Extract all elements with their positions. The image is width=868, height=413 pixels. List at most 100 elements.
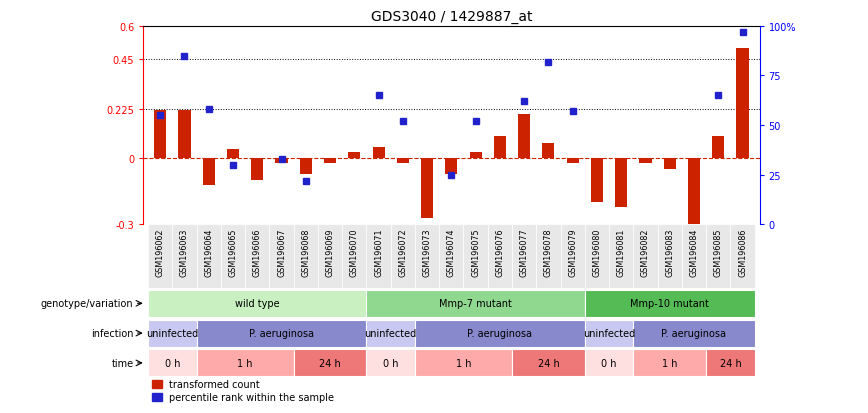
Title: GDS3040 / 1429887_at: GDS3040 / 1429887_at	[371, 10, 532, 24]
Text: GSM196068: GSM196068	[301, 228, 310, 276]
Bar	[372, 148, 385, 159]
Bar	[275, 159, 287, 163]
Bar	[348, 152, 360, 159]
Bar	[179, 110, 191, 159]
FancyBboxPatch shape	[366, 320, 415, 347]
FancyBboxPatch shape	[366, 225, 391, 289]
FancyBboxPatch shape	[561, 225, 585, 289]
Bar	[712, 137, 724, 159]
FancyBboxPatch shape	[682, 225, 707, 289]
FancyBboxPatch shape	[634, 350, 707, 376]
Bar	[736, 49, 748, 159]
Text: GSM196079: GSM196079	[569, 228, 577, 276]
Bar	[688, 159, 700, 225]
Text: GSM196072: GSM196072	[398, 228, 407, 276]
FancyBboxPatch shape	[318, 225, 342, 289]
Text: time: time	[111, 358, 134, 368]
Text: uninfected: uninfected	[365, 328, 417, 338]
Text: GSM196081: GSM196081	[616, 228, 626, 276]
Bar	[324, 159, 336, 163]
Text: GSM196082: GSM196082	[641, 228, 650, 276]
Text: GSM196069: GSM196069	[326, 228, 334, 276]
Text: 1 h: 1 h	[662, 358, 678, 368]
FancyBboxPatch shape	[585, 320, 634, 347]
Text: 24 h: 24 h	[537, 358, 559, 368]
Bar	[615, 159, 628, 207]
FancyBboxPatch shape	[512, 225, 536, 289]
Text: GSM196067: GSM196067	[277, 228, 286, 276]
Text: Mmp-10 mutant: Mmp-10 mutant	[630, 299, 709, 309]
FancyBboxPatch shape	[585, 225, 609, 289]
Bar	[518, 115, 530, 159]
FancyBboxPatch shape	[439, 225, 464, 289]
Text: genotype/variation: genotype/variation	[41, 299, 134, 309]
Bar	[251, 159, 263, 181]
Text: GSM196064: GSM196064	[204, 228, 214, 276]
FancyBboxPatch shape	[707, 350, 754, 376]
FancyBboxPatch shape	[415, 225, 439, 289]
Text: uninfected: uninfected	[583, 328, 635, 338]
FancyBboxPatch shape	[148, 225, 173, 289]
FancyBboxPatch shape	[658, 225, 682, 289]
FancyBboxPatch shape	[173, 225, 196, 289]
Text: 1 h: 1 h	[456, 358, 471, 368]
Text: GSM196080: GSM196080	[593, 228, 602, 276]
Text: 0 h: 0 h	[383, 358, 398, 368]
FancyBboxPatch shape	[366, 290, 585, 317]
FancyBboxPatch shape	[196, 320, 366, 347]
Bar	[470, 152, 482, 159]
FancyBboxPatch shape	[391, 225, 415, 289]
Text: 24 h: 24 h	[720, 358, 741, 368]
Bar	[397, 159, 409, 163]
FancyBboxPatch shape	[464, 225, 488, 289]
Text: 24 h: 24 h	[319, 358, 341, 368]
Bar	[445, 159, 457, 174]
FancyBboxPatch shape	[366, 350, 415, 376]
Text: GSM196073: GSM196073	[423, 228, 431, 276]
FancyBboxPatch shape	[707, 225, 730, 289]
Text: uninfected: uninfected	[146, 328, 199, 338]
Text: GSM196085: GSM196085	[713, 228, 723, 276]
Text: GSM196071: GSM196071	[374, 228, 383, 276]
Text: GSM196086: GSM196086	[738, 228, 747, 276]
Text: 1 h: 1 h	[237, 358, 253, 368]
Bar	[664, 159, 676, 170]
Bar	[494, 137, 506, 159]
FancyBboxPatch shape	[245, 225, 269, 289]
FancyBboxPatch shape	[220, 225, 245, 289]
Text: 0 h: 0 h	[602, 358, 617, 368]
FancyBboxPatch shape	[269, 225, 293, 289]
Text: GSM196084: GSM196084	[689, 228, 699, 276]
Text: P. aeruginosa: P. aeruginosa	[661, 328, 727, 338]
Text: Mmp-7 mutant: Mmp-7 mutant	[439, 299, 512, 309]
Text: GSM196070: GSM196070	[350, 228, 358, 276]
Bar	[640, 159, 652, 163]
Bar	[542, 143, 555, 159]
Text: GSM196078: GSM196078	[544, 228, 553, 276]
FancyBboxPatch shape	[634, 225, 658, 289]
Text: P. aeruginosa: P. aeruginosa	[249, 328, 314, 338]
Bar	[299, 159, 312, 174]
Bar	[421, 159, 433, 218]
FancyBboxPatch shape	[148, 350, 196, 376]
FancyBboxPatch shape	[634, 320, 754, 347]
FancyBboxPatch shape	[609, 225, 634, 289]
FancyBboxPatch shape	[415, 320, 585, 347]
Bar	[202, 159, 214, 185]
Text: GSM196063: GSM196063	[180, 228, 189, 276]
Bar	[155, 110, 167, 159]
FancyBboxPatch shape	[585, 290, 754, 317]
FancyBboxPatch shape	[536, 225, 561, 289]
Bar	[227, 150, 239, 159]
Text: 0 h: 0 h	[165, 358, 180, 368]
FancyBboxPatch shape	[293, 350, 366, 376]
FancyBboxPatch shape	[148, 320, 196, 347]
FancyBboxPatch shape	[585, 350, 634, 376]
Text: GSM196066: GSM196066	[253, 228, 262, 276]
FancyBboxPatch shape	[512, 350, 585, 376]
FancyBboxPatch shape	[730, 225, 754, 289]
FancyBboxPatch shape	[196, 350, 293, 376]
Text: GSM196062: GSM196062	[155, 228, 165, 276]
Text: infection: infection	[91, 328, 134, 338]
Text: P. aeruginosa: P. aeruginosa	[467, 328, 532, 338]
